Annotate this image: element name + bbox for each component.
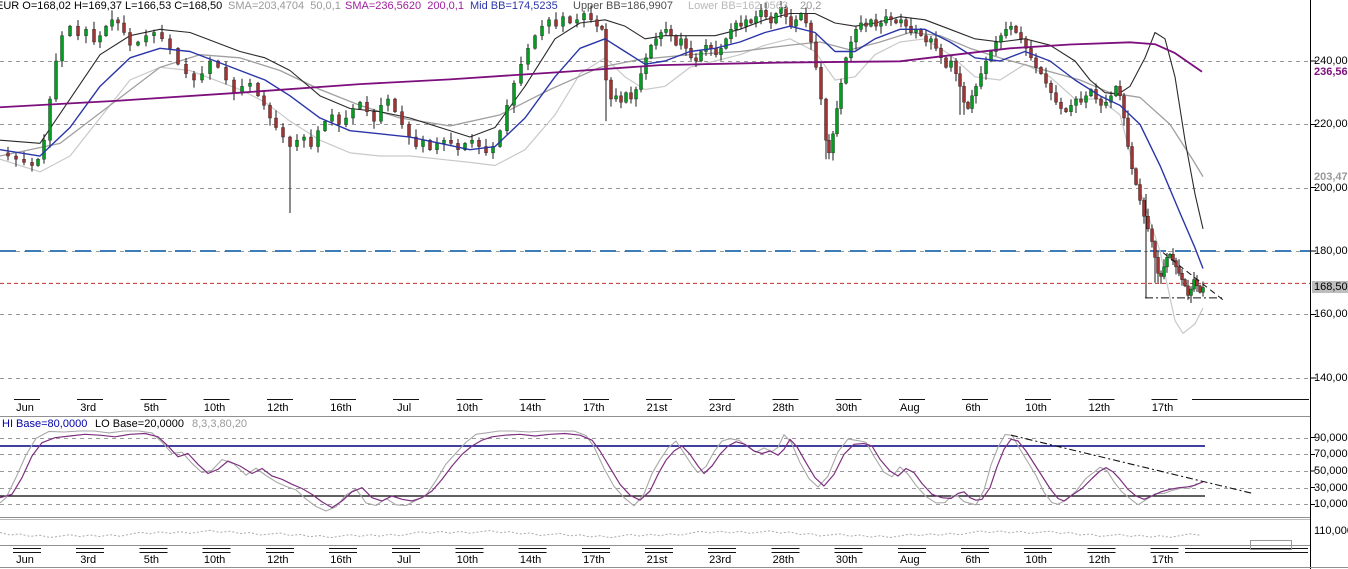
date-label: Jun bbox=[16, 554, 34, 566]
stoch-params-readout: 8,3,3,80,20 bbox=[192, 418, 248, 430]
last-price-marker: 168,50 bbox=[1312, 281, 1348, 294]
price-tick-label: 200,00 bbox=[1314, 181, 1348, 194]
price-tick-label: 140,00 bbox=[1314, 371, 1348, 384]
date-ticks bbox=[13, 399, 1309, 553]
panel-splitter-3[interactable] bbox=[0, 545, 1310, 546]
bollinger-upper-line bbox=[0, 12, 1204, 230]
sma50-readout: SMA=203,4704 50,0,1 bbox=[228, 0, 341, 12]
stoch-tick-label: 30,0000 bbox=[1314, 481, 1348, 494]
stoch-hi-base-readout: HI Base=80,0000 bbox=[2, 418, 88, 430]
bb-params-readout: 20,2 bbox=[800, 0, 822, 12]
stoch-trendline bbox=[1010, 434, 1254, 495]
date-label: 16th bbox=[330, 554, 352, 566]
bb-mid-readout: Mid BB=174,5235 bbox=[470, 0, 558, 12]
date-label: 17th bbox=[583, 402, 605, 414]
date-label: 12th bbox=[267, 402, 289, 414]
candlesticks bbox=[6, 1, 1205, 303]
date-label: 5th bbox=[143, 554, 160, 566]
date-label: 30th bbox=[835, 554, 858, 566]
panel-splitter-2b bbox=[0, 519, 1310, 520]
bollinger-mid-line bbox=[0, 25, 1204, 269]
stoch-tick-label: 50,0000 bbox=[1314, 465, 1348, 477]
sma200-readout: SMA=236,5620 200,0,1 bbox=[345, 0, 464, 12]
bollinger-lower-line bbox=[0, 38, 1204, 335]
sma200-axis-marker: 236,56 bbox=[1314, 65, 1348, 78]
date-label: 17th bbox=[583, 554, 605, 566]
date-label: Jul bbox=[397, 402, 412, 414]
date-label: Jul bbox=[397, 554, 412, 566]
date-label: 10th bbox=[456, 554, 479, 566]
date-axis-bottom: Jun 3rd 5th 10th 12th 16th Jul 10th 14th 17th 21st… bbox=[0, 546, 1310, 566]
stoch-lo-base-readout: LO Base=20,0000 bbox=[95, 418, 184, 430]
stoch-tick-label: 10,0000 bbox=[1314, 498, 1348, 511]
ohlc-readout: EUR O=168,02 H=169,37 L=166,53 C=168,50 bbox=[0, 0, 223, 12]
date-label: 6th bbox=[965, 554, 981, 566]
date-label: 28th bbox=[772, 554, 795, 566]
date-label: 10th bbox=[1025, 402, 1047, 414]
panel-splitter-2[interactable] bbox=[0, 517, 1310, 518]
date-label: 21st bbox=[646, 402, 668, 414]
price-tick-label: 160,00 bbox=[1314, 308, 1348, 321]
price-axis[interactable]: 240,00 220,00 200,00 180,00 160,00 140,00 236,… bbox=[1310, 0, 1348, 569]
panel-resize-handle[interactable] bbox=[1250, 540, 1292, 550]
date-label: 10th bbox=[203, 402, 226, 414]
date-label: 23rd bbox=[709, 402, 732, 414]
stoch-k-line bbox=[0, 430, 1198, 512]
date-label: 16th bbox=[330, 402, 352, 414]
date-label: 12th bbox=[267, 554, 289, 566]
panel-splitter-1[interactable] bbox=[0, 416, 1310, 417]
date-label: 3rd bbox=[80, 554, 97, 566]
date-label: Aug bbox=[900, 402, 920, 414]
sma200-line bbox=[0, 41, 1203, 109]
date-axis-main: Jun 3rd 5th 10th 12th 16th Jul 10th 14th 17th 21st… bbox=[0, 398, 1310, 416]
lower-indicator-line bbox=[0, 529, 1201, 539]
date-label: 12th bbox=[1088, 402, 1111, 414]
price-tick-label: 240,00 bbox=[1314, 55, 1348, 67]
price-tick-label: 220,00 bbox=[1314, 118, 1348, 131]
date-label: 10th bbox=[203, 554, 226, 566]
date-label: 14th bbox=[519, 402, 542, 414]
date-label: 14th bbox=[519, 554, 542, 566]
date-label: 10th bbox=[1025, 554, 1047, 566]
date-label: 23rd bbox=[709, 554, 732, 566]
date-label: 30th bbox=[835, 402, 858, 414]
stoch-d-line bbox=[0, 432, 1204, 509]
price-tick-label: 180,00 bbox=[1314, 245, 1348, 258]
main-horizontal-lines bbox=[0, 250, 1310, 284]
bb-upper-readout: Upper BB=186,9907 bbox=[573, 0, 673, 12]
chart-bottom-border bbox=[0, 567, 1348, 568]
stoch-gridlines bbox=[0, 438, 1310, 505]
date-label: 21st bbox=[646, 554, 668, 566]
stoch-tick-label: 90,0000 bbox=[1314, 431, 1348, 444]
stoch-tick-label: 70,0000 bbox=[1314, 448, 1348, 461]
main-annotations bbox=[1145, 194, 1224, 301]
date-label: 12th bbox=[1088, 554, 1111, 566]
date-label: 28th bbox=[772, 402, 795, 414]
date-label: 10th bbox=[456, 402, 479, 414]
date-label: 6th bbox=[965, 402, 981, 414]
date-label: Aug bbox=[900, 554, 920, 566]
bb-lower-readout: Lower BB=162,0563 bbox=[688, 0, 788, 12]
lower-panel-tick-label: 110,0000 bbox=[1314, 525, 1348, 537]
date-label: 5th bbox=[143, 402, 160, 414]
date-label: 17th bbox=[1151, 554, 1174, 566]
date-label: 3rd bbox=[80, 402, 97, 414]
sma50-line bbox=[0, 31, 1204, 177]
date-label: Jun bbox=[16, 402, 34, 414]
sma50-axis-marker: 203,47 bbox=[1314, 170, 1348, 183]
stoch-ref-lines bbox=[0, 445, 1205, 497]
date-label: 17th bbox=[1151, 402, 1174, 414]
main-gridlines bbox=[0, 61, 1310, 379]
